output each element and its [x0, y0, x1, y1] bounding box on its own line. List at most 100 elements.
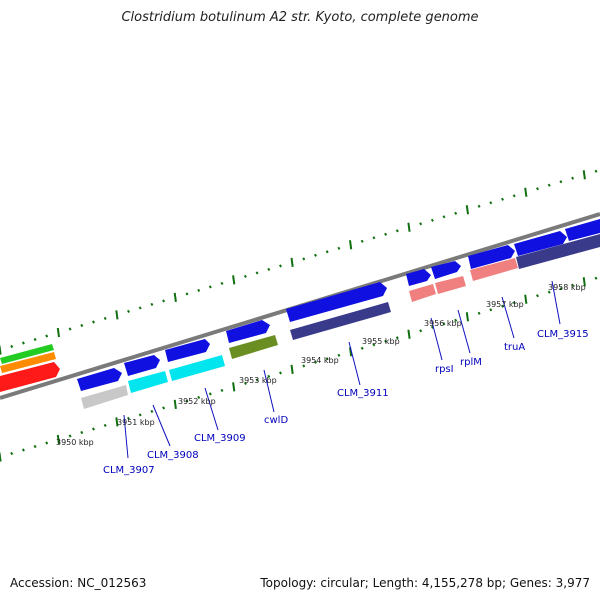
gene-label-clm-3907[interactable]: CLM_3907 — [103, 465, 155, 476]
cds-arrow-3914[interactable] — [514, 231, 567, 256]
scale-minor-tick — [395, 229, 399, 233]
scale-major-tick — [465, 312, 469, 322]
cds-arrow-3907[interactable] — [77, 368, 122, 391]
scale-minor-tick — [536, 187, 539, 191]
feature-orange[interactable] — [0, 352, 56, 373]
scale-minor-tick — [360, 346, 364, 350]
scale-minor-tick — [68, 327, 72, 331]
gene-label-rpsi[interactable]: rpsI — [435, 364, 454, 375]
scale-minor-tick — [103, 423, 107, 427]
scale-minor-tick — [267, 267, 271, 271]
scale-minor-tick — [442, 322, 446, 326]
cds-arrow-rpsi[interactable] — [406, 269, 431, 286]
gene-label-clm-3908[interactable]: CLM_3908 — [147, 450, 199, 461]
kbp-scale-labels: 3950 kbp 3951 kbp 3952 kbp 3953 kbp 3954… — [56, 283, 586, 447]
outer-tick-ring — [0, 169, 598, 355]
cds-arrow-rplm[interactable] — [431, 261, 461, 279]
product-bar-cyan-2[interactable] — [169, 355, 225, 381]
scale-minor-tick — [337, 353, 341, 357]
scale-minor-tick — [162, 406, 166, 410]
scale-minor-tick — [477, 204, 481, 208]
scale-major-tick — [582, 170, 586, 180]
kbp-label: 3952 kbp — [178, 397, 216, 406]
scale-minor-tick — [419, 222, 423, 226]
product-bar-cyan-1[interactable] — [128, 371, 168, 393]
product-bar-salmon-2[interactable] — [435, 276, 466, 294]
product-bar-salmon-3[interactable] — [470, 258, 518, 281]
scale-minor-tick — [255, 378, 259, 382]
scale-minor-tick — [489, 201, 493, 205]
scale-minor-tick — [10, 451, 14, 456]
scale-minor-tick — [372, 236, 376, 240]
scale-minor-tick — [430, 218, 434, 222]
scale-major-tick — [407, 329, 411, 339]
kbp-label: 3953 kbp — [239, 376, 277, 385]
scale-major-tick — [349, 240, 353, 250]
scale-minor-tick — [571, 176, 575, 180]
kbp-label: 3951 kbp — [117, 418, 155, 427]
left-feature-stack — [0, 344, 60, 392]
scale-major-tick — [290, 257, 294, 268]
scale-minor-tick — [138, 413, 142, 417]
scale-minor-tick — [559, 287, 563, 291]
cds-arrow-3915[interactable] — [565, 219, 600, 241]
leader-lines — [123, 280, 561, 459]
scale-major-tick — [290, 364, 294, 375]
scale-minor-tick — [208, 392, 212, 396]
scale-minor-tick — [384, 232, 388, 236]
product-bar-dark-1[interactable] — [290, 302, 391, 340]
cds-arrow-3909[interactable] — [165, 339, 210, 362]
scale-major-tick — [0, 452, 2, 462]
scale-minor-tick — [501, 304, 504, 308]
gene-label-clm-3915[interactable]: CLM_3915 — [537, 329, 589, 340]
scale-minor-tick — [150, 302, 154, 306]
scale-minor-tick — [454, 211, 458, 215]
scale-major-tick — [407, 222, 411, 232]
cds-arrow-3908[interactable] — [124, 355, 160, 376]
scale-minor-tick — [536, 294, 539, 298]
scale-minor-tick — [138, 306, 142, 310]
scale-minor-tick — [33, 337, 37, 342]
scale-minor-tick — [255, 271, 259, 275]
product-bar-dark-2[interactable] — [516, 234, 600, 269]
scale-minor-tick — [127, 309, 130, 313]
feature-green[interactable] — [0, 344, 54, 364]
gene-label-trua[interactable]: truA — [504, 342, 525, 353]
scale-minor-tick — [92, 320, 95, 324]
scale-minor-tick — [21, 448, 25, 452]
scale-minor-tick — [512, 194, 516, 198]
scale-major-tick — [56, 327, 60, 338]
scale-minor-tick — [68, 434, 72, 438]
scale-major-tick — [232, 382, 236, 392]
scale-major-tick — [115, 310, 119, 320]
gene-label-clm-3911[interactable]: CLM_3911 — [337, 388, 389, 399]
scale-minor-tick — [501, 197, 504, 201]
scale-minor-tick — [430, 325, 434, 329]
cds-arrow-3911[interactable] — [286, 282, 387, 322]
scale-minor-tick — [325, 357, 329, 361]
inner-tick-ring — [0, 276, 598, 462]
gene-label-rplm[interactable]: rplM — [460, 357, 482, 368]
cds-arrow-trua[interactable] — [468, 245, 515, 269]
scale-minor-tick — [302, 257, 306, 261]
feature-red[interactable] — [0, 362, 60, 392]
cds-row-forward — [77, 219, 600, 391]
product-bar-salmon-1[interactable] — [409, 284, 436, 302]
scale-minor-tick — [162, 299, 166, 303]
scale-minor-tick — [337, 246, 341, 250]
scale-minor-tick — [45, 334, 49, 338]
gene-label-cwld[interactable]: cwlD — [264, 415, 288, 426]
scale-minor-tick — [384, 339, 388, 343]
scale-minor-tick — [489, 308, 493, 312]
cds-arrow-cwld[interactable] — [226, 320, 270, 343]
scale-minor-tick — [419, 329, 423, 333]
product-bar-gray[interactable] — [81, 385, 128, 409]
scale-minor-tick — [185, 399, 189, 403]
scale-minor-tick — [279, 371, 282, 375]
scale-minor-tick — [594, 169, 598, 173]
scale-minor-tick — [314, 253, 317, 257]
scale-minor-tick — [302, 364, 306, 368]
scale-major-tick — [465, 205, 469, 215]
product-bar-olive[interactable] — [229, 335, 278, 359]
gene-label-clm-3909[interactable]: CLM_3909 — [194, 433, 246, 444]
